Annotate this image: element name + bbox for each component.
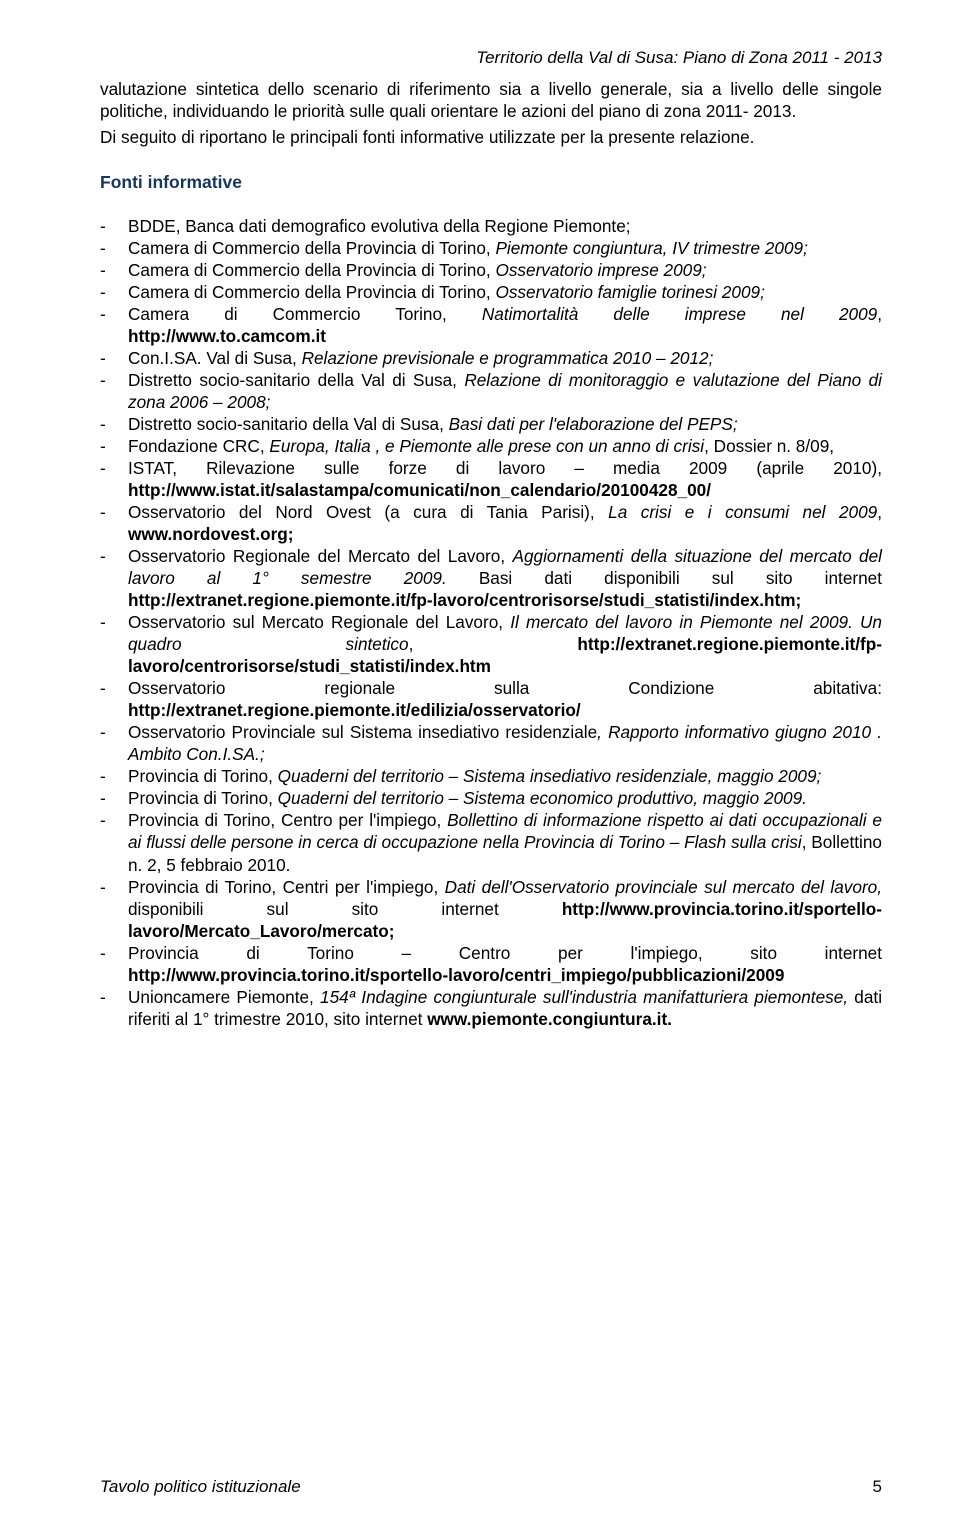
intro-paragraph-1: valutazione sintetica dello scenario di … <box>100 78 882 122</box>
list-item: Osservatorio del Nord Ovest (a cura di T… <box>100 501 882 545</box>
list-item: Camera di Commercio della Provincia di T… <box>100 281 882 303</box>
footer-left-text: Tavolo politico istituzionale <box>100 1477 301 1497</box>
list-item: Provincia di Torino, Centro per l'impieg… <box>100 809 882 875</box>
intro-paragraph-2: Di seguito di riportano le principali fo… <box>100 126 882 148</box>
list-item: Osservatorio sul Mercato Regionale del L… <box>100 611 882 677</box>
list-item: Camera di Commercio della Provincia di T… <box>100 259 882 281</box>
list-item: Camera di Commercio della Provincia di T… <box>100 237 882 259</box>
fonti-heading: Fonti informative <box>100 172 882 193</box>
footer-page-number: 5 <box>873 1477 882 1497</box>
list-item: Osservatorio Provinciale sul Sistema ins… <box>100 721 882 765</box>
list-item: Con.I.SA. Val di Susa, Relazione previsi… <box>100 347 882 369</box>
sources-list: BDDE, Banca dati demografico evolutiva d… <box>100 215 882 1030</box>
list-item: Osservatorio regionale sulla Condizione … <box>100 677 882 721</box>
list-item: Provincia di Torino, Centri per l'impieg… <box>100 876 882 942</box>
page-header-right: Territorio della Val di Susa: Piano di Z… <box>100 48 882 68</box>
list-item: Distretto socio-sanitario della Val di S… <box>100 369 882 413</box>
list-item: BDDE, Banca dati demografico evolutiva d… <box>100 215 882 237</box>
document-page: Territorio della Val di Susa: Piano di Z… <box>0 0 960 1533</box>
list-item: Distretto socio-sanitario della Val di S… <box>100 413 882 435</box>
list-item: Camera di Commercio Torino, Natimortalit… <box>100 303 882 347</box>
list-item: Osservatorio Regionale del Mercato del L… <box>100 545 882 611</box>
list-item: Provincia di Torino, Quaderni del territ… <box>100 765 882 787</box>
list-item: Provincia di Torino – Centro per l'impie… <box>100 942 882 986</box>
list-item: Provincia di Torino, Quaderni del territ… <box>100 787 882 809</box>
list-item: ISTAT, Rilevazione sulle forze di lavoro… <box>100 457 882 501</box>
list-item: Fondazione CRC, Europa, Italia , e Piemo… <box>100 435 882 457</box>
page-footer: Tavolo politico istituzionale 5 <box>100 1477 882 1497</box>
list-item: Unioncamere Piemonte, 154ª Indagine cong… <box>100 986 882 1030</box>
